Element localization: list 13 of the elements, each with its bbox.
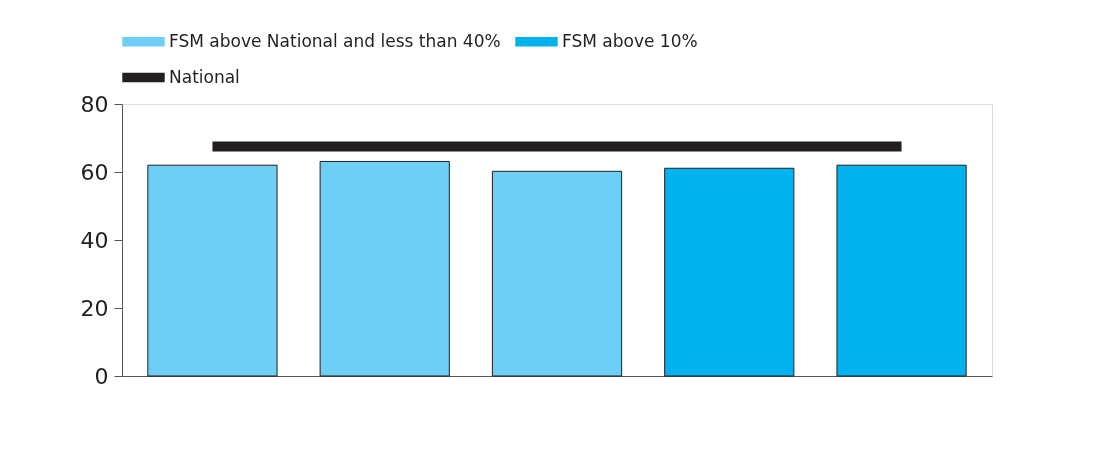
y-tick-label: 0 [94,363,109,389]
legend-label: FSM above National and less than 40% [169,30,501,51]
bar [147,164,278,377]
bar [319,160,450,377]
y-tick-label: 60 [80,159,109,185]
legend-label: FSM above 10% [562,30,698,51]
bar [491,170,623,377]
y-tick-label: 20 [80,295,109,321]
bar [836,164,967,377]
bar [664,167,795,377]
legend-label: National [169,66,240,87]
y-tick-label: 40 [80,227,109,253]
y-tick-label: 80 [80,91,109,117]
